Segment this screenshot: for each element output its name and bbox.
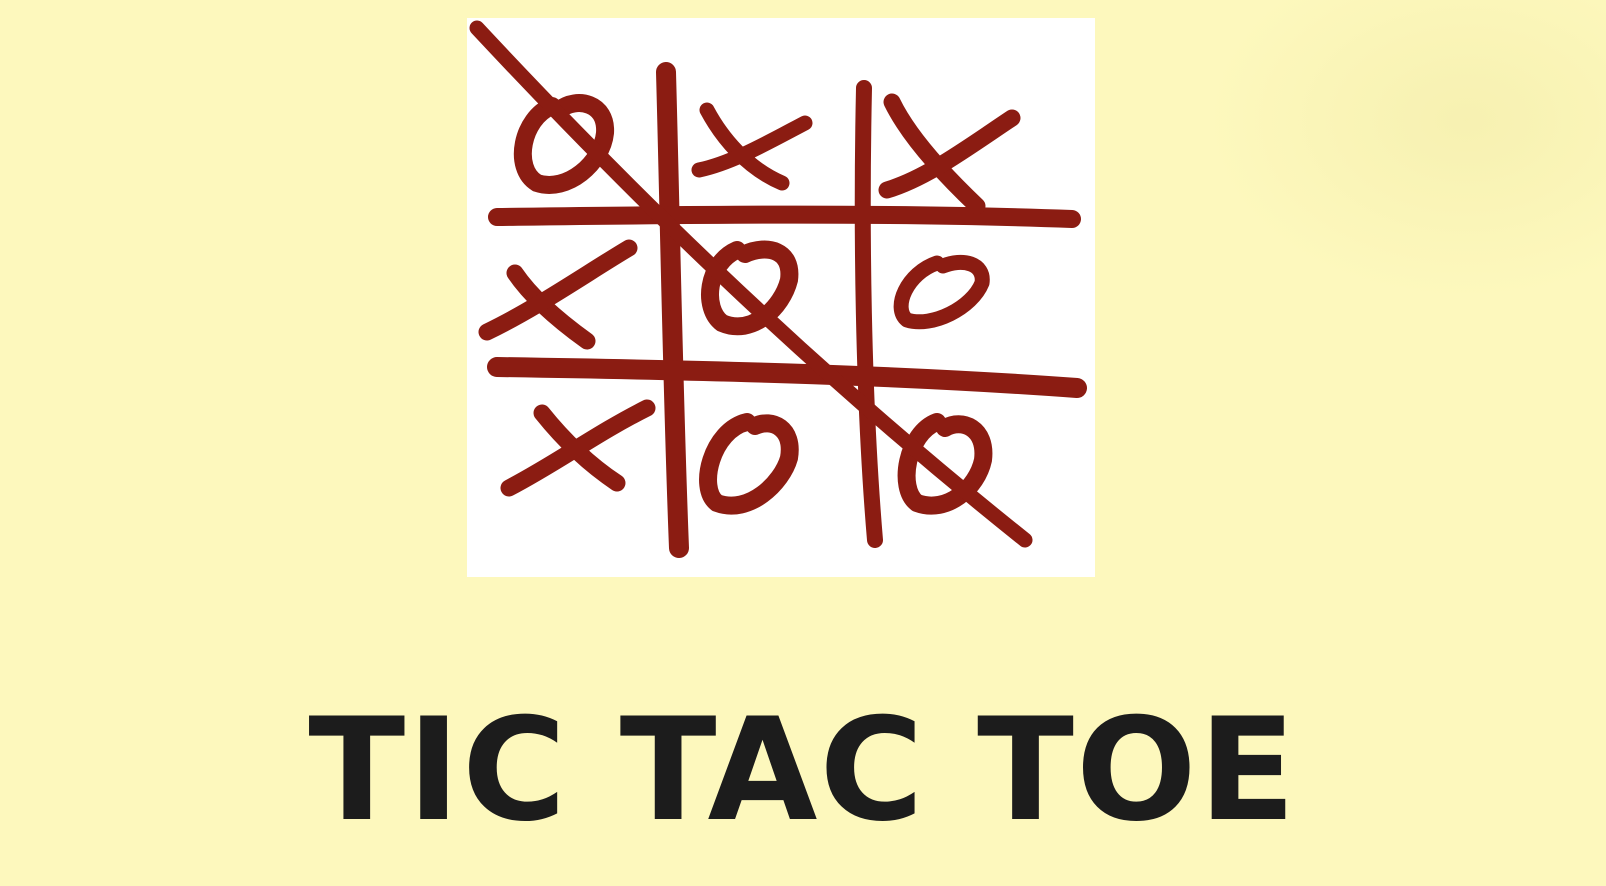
game-logo — [467, 18, 1095, 577]
game-title: TIC TAC TOE — [308, 688, 1298, 853]
cell-2-2-o-mark — [701, 240, 799, 336]
grid-line-horizontal-top — [488, 205, 1081, 228]
cell-3-3-o-mark — [897, 413, 993, 515]
cell-1-2-x-mark — [691, 102, 813, 191]
winning-line — [469, 20, 1033, 548]
cell-1-1-o-mark — [513, 94, 614, 194]
background-glow — [1206, 0, 1606, 300]
cell-3-1-x-mark — [500, 399, 656, 497]
grid-line-vertical-right — [854, 80, 883, 548]
cell-3-2-o-mark — [699, 413, 799, 515]
grid-line-horizontal-bottom — [487, 357, 1087, 398]
cell-2-1-x-mark — [478, 239, 638, 350]
cell-1-3-x-mark — [878, 93, 1021, 215]
cell-2-3-o-mark — [893, 254, 990, 330]
grid-line-vertical-left — [656, 62, 689, 558]
tic-tac-toe-board-icon — [469, 20, 1087, 558]
